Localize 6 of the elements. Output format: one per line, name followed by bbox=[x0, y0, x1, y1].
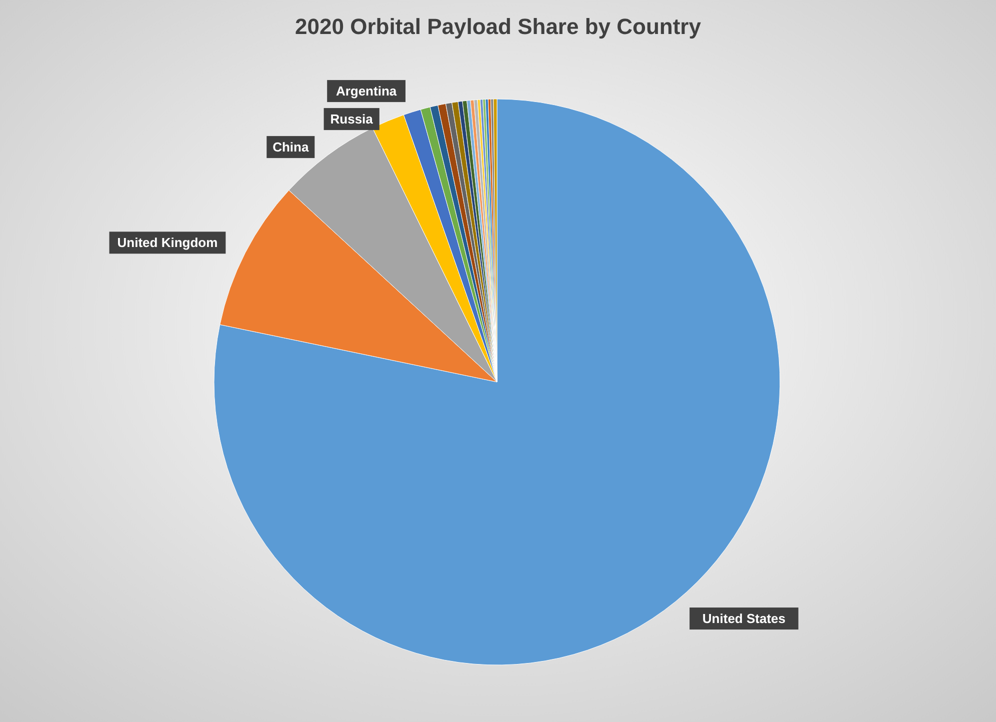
slice-label: Russia bbox=[330, 112, 374, 127]
slice-label: United Kingdom bbox=[117, 235, 218, 250]
slice-label: China bbox=[272, 140, 310, 155]
slice-label: Argentina bbox=[336, 84, 398, 99]
chart-title: 2020 Orbital Payload Share by Country bbox=[295, 14, 702, 39]
slice-label: United States bbox=[702, 611, 786, 626]
